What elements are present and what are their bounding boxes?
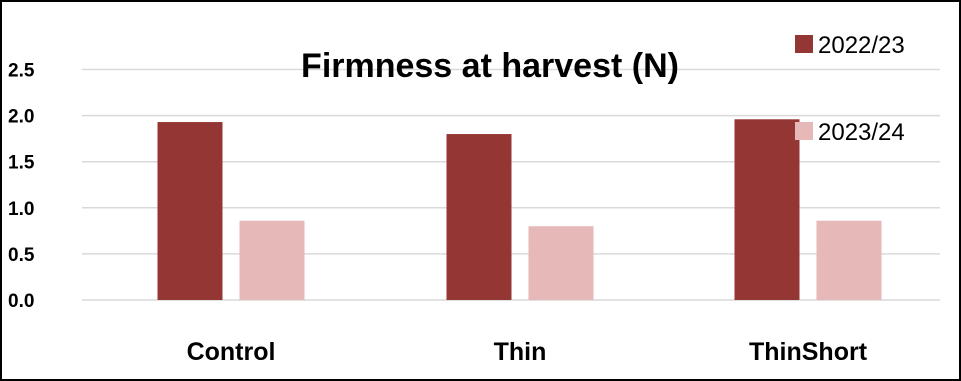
y-tick-label: 1.5 bbox=[8, 153, 35, 174]
bar-2022-23-thinshort bbox=[734, 119, 800, 301]
bar-2022-23-thin bbox=[446, 134, 512, 300]
x-tick-label-thinshort: ThinShort bbox=[749, 338, 868, 366]
legend-swatch-2022-23 bbox=[795, 35, 813, 53]
chart-title: Firmness at harvest (N) bbox=[301, 47, 679, 85]
legend-label-2022-23: 2022/23 bbox=[818, 32, 905, 59]
bar-2023-24-thin bbox=[528, 226, 594, 300]
bar-2022-23-control bbox=[157, 122, 223, 300]
y-tick-label: 0.5 bbox=[8, 245, 35, 266]
y-tick-label: 0.0 bbox=[8, 291, 34, 312]
y-tick-label: 1.0 bbox=[8, 199, 34, 220]
x-axis-categories: Control Thin ThinShort bbox=[187, 338, 868, 366]
y-axis-ticks: 0.0 0.5 1.0 1.5 2.0 2.5 bbox=[8, 61, 35, 313]
legend: 2022/23 2023/24 bbox=[795, 32, 905, 146]
bar-2023-24-control bbox=[239, 220, 305, 300]
legend-swatch-2023-24 bbox=[795, 122, 813, 140]
bars bbox=[157, 119, 882, 301]
y-tick-label: 2.0 bbox=[8, 107, 34, 128]
legend-label-2023-24: 2023/24 bbox=[818, 119, 905, 146]
x-tick-label-control: Control bbox=[187, 338, 276, 366]
bar-2023-24-thinshort bbox=[816, 220, 882, 300]
x-tick-label-thin: Thin bbox=[494, 338, 547, 366]
y-tick-label: 2.5 bbox=[8, 61, 35, 82]
